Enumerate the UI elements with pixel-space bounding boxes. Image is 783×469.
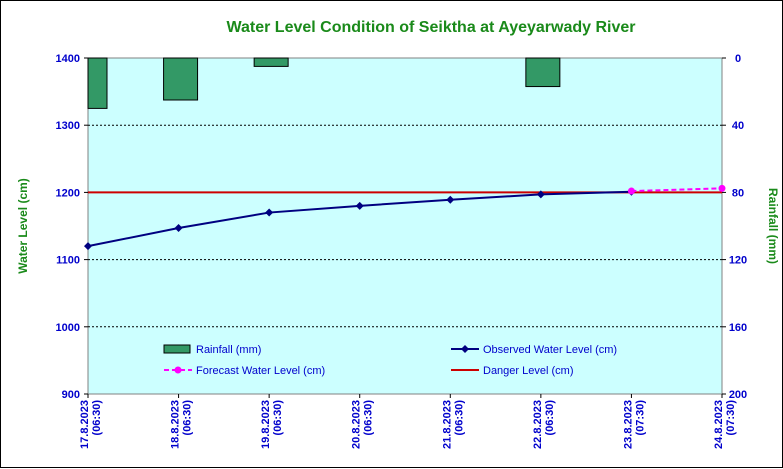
right-axis-ticks: 0 40 80 120 160 200 bbox=[722, 53, 747, 401]
right-tick-label: 120 bbox=[729, 255, 747, 267]
rainfall-bar bbox=[525, 57, 561, 88]
left-axis-ticks: 1400 1300 1200 1100 1000 900 bbox=[56, 53, 88, 401]
right-tick-label: 160 bbox=[729, 322, 747, 334]
forecast-water-level-line bbox=[631, 187, 723, 193]
x-tick-label: 24.8.2023(07:30) bbox=[713, 400, 737, 449]
x-tick-label: 21.8.2023(06:30) bbox=[441, 400, 465, 449]
right-tick-label: 40 bbox=[732, 120, 744, 132]
legend-marker bbox=[174, 366, 182, 374]
rainfall-bar bbox=[87, 57, 108, 109]
observed-point bbox=[536, 190, 545, 199]
x-tick-label: 23.8.2023(07:30) bbox=[622, 400, 646, 449]
observed-point bbox=[174, 224, 183, 233]
legend-swatch-rainfall bbox=[163, 344, 191, 354]
left-tick-label: 1200 bbox=[56, 187, 80, 199]
x-tick-label: 20.8.2023(06:30) bbox=[351, 400, 375, 449]
right-axis-label: Rainfall (mm) bbox=[766, 188, 780, 264]
legend-label: Observed Water Level (cm) bbox=[483, 344, 617, 356]
legend-marker bbox=[461, 345, 469, 353]
left-tick-label: 1400 bbox=[56, 53, 80, 65]
left-tick-label: 1100 bbox=[56, 255, 80, 267]
forecast-point bbox=[718, 184, 726, 192]
left-tick-label: 900 bbox=[62, 389, 80, 401]
x-axis-ticks: 17.8.2023(06:30) 18.8.2023(06:30) 19.8.202… bbox=[79, 394, 737, 449]
x-tick-label: 17.8.2023(06:30) bbox=[79, 400, 103, 449]
legend-label: Rainfall (mm) bbox=[196, 344, 261, 356]
plot-area bbox=[87, 57, 723, 395]
x-tick-label: 19.8.2023(06:30) bbox=[260, 400, 284, 449]
chart-title: Water Level Condition of Seiktha at Ayey… bbox=[227, 19, 636, 36]
right-tick-label: 0 bbox=[735, 53, 741, 65]
legend-label: Danger Level (cm) bbox=[483, 365, 573, 377]
observed-point bbox=[84, 242, 92, 251]
observed-point bbox=[355, 201, 364, 210]
right-tick-label: 80 bbox=[732, 187, 744, 199]
water-level-lines bbox=[84, 184, 726, 251]
x-tick-label: 18.8.2023(06:30) bbox=[170, 400, 194, 449]
rainfall-bars bbox=[87, 57, 561, 109]
left-tick-label: 1300 bbox=[56, 120, 80, 132]
left-tick-label: 1000 bbox=[56, 322, 80, 334]
observed-point bbox=[265, 208, 274, 217]
rainfall-bar bbox=[163, 57, 199, 101]
left-axis-label: Water Level (cm) bbox=[16, 178, 30, 274]
observed-point bbox=[446, 195, 455, 204]
x-tick-label: 22.8.2023(06:30) bbox=[532, 400, 556, 449]
rainfall-bar bbox=[253, 57, 289, 67]
legend: Rainfall (mm) Observed Water Level (cm) Fo… bbox=[163, 344, 617, 377]
legend-label: Forecast Water Level (cm) bbox=[196, 365, 325, 377]
right-tick-label: 200 bbox=[729, 389, 747, 401]
forecast-point bbox=[627, 187, 635, 195]
